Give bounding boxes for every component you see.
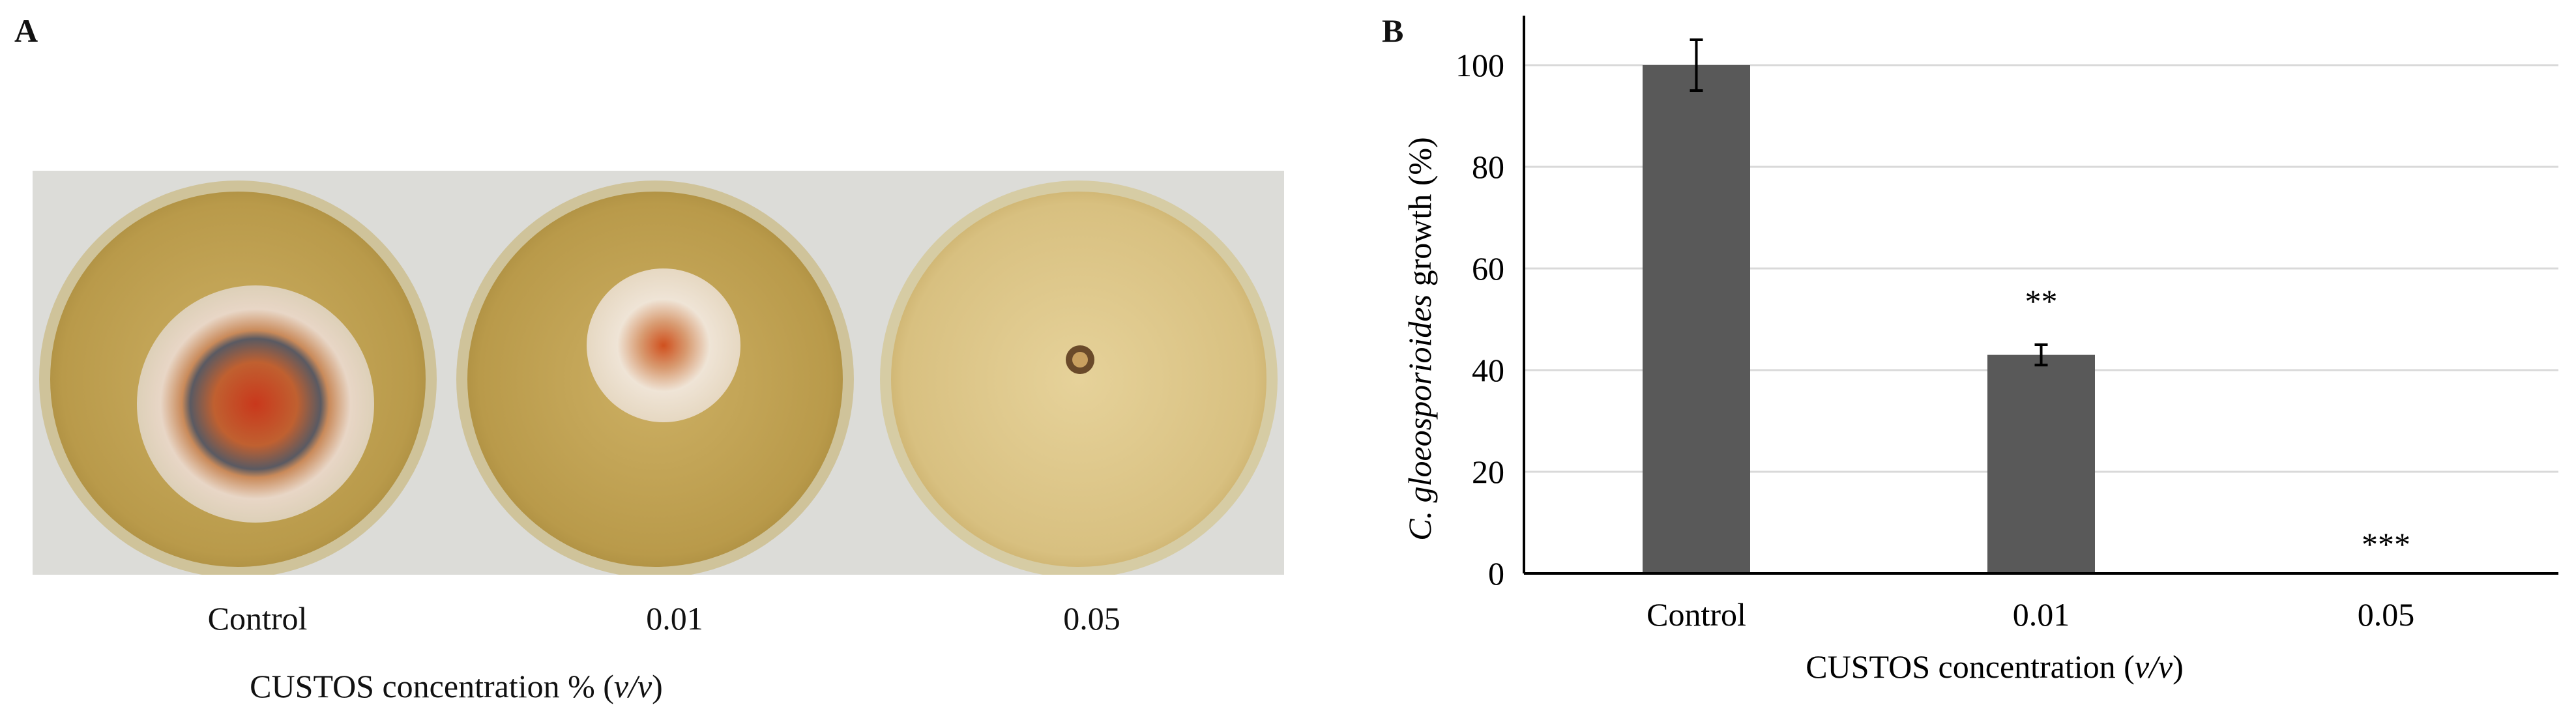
bar-Control — [1643, 65, 1750, 573]
x-axis-label-italic: v/v — [2135, 648, 2173, 685]
plate-0.05 — [880, 180, 1278, 575]
y-axis-label-italic: C. gloeosporioides — [1401, 295, 1438, 541]
y-axis-label: C. gloeosporioides growth (%) — [1401, 137, 1438, 540]
petri-dish-photo — [33, 171, 1284, 575]
axis-layer — [1523, 16, 2558, 575]
plate-control — [39, 180, 437, 575]
bar-layer — [1643, 38, 2095, 573]
panel-b-letter: B — [1382, 12, 1404, 49]
x-tick-label: 0.05 — [2358, 596, 2415, 633]
x-axis-label-end: ) — [2173, 648, 2184, 685]
photo-xlabel-main: CUSTOS concentration % ( — [250, 668, 614, 704]
x-axis-label-main: CUSTOS concentration ( — [1806, 648, 2135, 685]
plate-label-0.01: 0.01 — [646, 600, 703, 637]
y-tick-label: 40 — [1472, 352, 1504, 388]
y-tick-label: 20 — [1472, 454, 1504, 490]
y-tick-label: 0 — [1488, 555, 1504, 592]
fungal-colony-0.01 — [587, 268, 740, 422]
plate-label-control: Control — [207, 600, 308, 637]
significance-label: *** — [2362, 526, 2410, 562]
fungal-colony-control — [137, 285, 374, 523]
photo-xlabel-italic: v/v — [613, 668, 652, 704]
x-axis-label: CUSTOS concentration (v/v) — [1806, 648, 2184, 685]
significance-label: ** — [2025, 283, 2058, 319]
y-tick-label: 60 — [1472, 250, 1504, 287]
plate-0.01 — [456, 180, 854, 575]
x-tick-label: 0.01 — [2013, 596, 2070, 633]
plate-label-0.05: 0.05 — [1063, 600, 1120, 637]
x-tick-label: Control — [1647, 596, 1746, 633]
panel-a-letter: A — [14, 12, 38, 49]
photo-xlabel-end: ) — [652, 668, 663, 704]
bar-0.01 — [1987, 354, 2095, 573]
y-tick-label: 80 — [1472, 149, 1504, 185]
y-tick-label: 100 — [1456, 47, 1504, 83]
photo-x-axis-label: CUSTOS concentration % (v/v) — [33, 667, 880, 705]
label-layer: 0 20 40 60 80 100 Control ** 0.01 *** 0.05 — [1456, 47, 2414, 633]
y-axis-label-rest: growth (%) — [1401, 137, 1438, 295]
